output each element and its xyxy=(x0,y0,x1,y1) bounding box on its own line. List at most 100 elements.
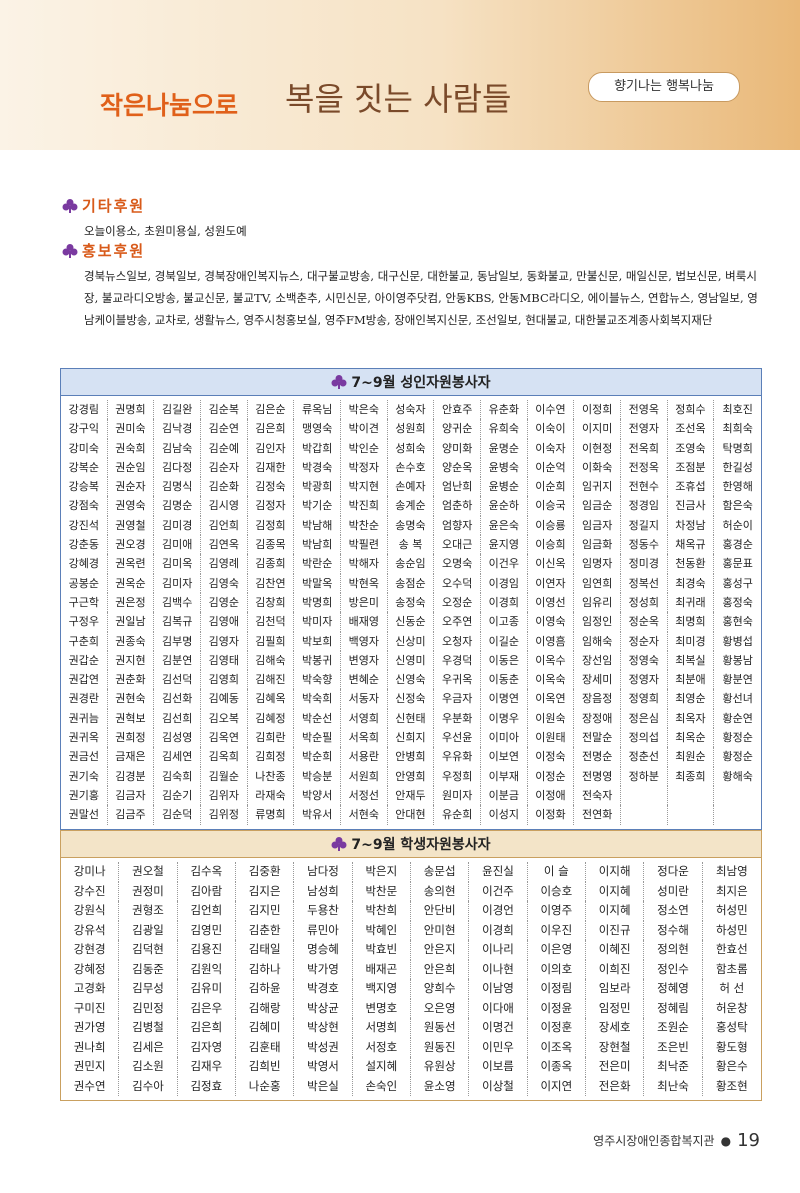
name-cell: 권정미 xyxy=(119,881,178,901)
name-cell: 유희숙 xyxy=(481,419,528,439)
name-cell: 이은영 xyxy=(528,940,586,960)
name-cell: 임정민 xyxy=(586,998,645,1018)
name-cell: 권옥련 xyxy=(108,554,155,574)
name-cell: 김소원 xyxy=(119,1057,178,1077)
name-cell: 안단비 xyxy=(411,901,470,921)
name-cell: 최경숙 xyxy=(668,573,715,593)
name-cell: 이희진 xyxy=(586,959,645,979)
name-cell: 손수호 xyxy=(388,457,435,478)
name-cell: 서영희 xyxy=(341,708,388,729)
name-cell: 권일남 xyxy=(108,612,155,632)
name-cell: 이남영 xyxy=(469,979,528,999)
name-cell: 안은희 xyxy=(411,959,470,979)
name-cell: 이지혜 xyxy=(586,881,645,901)
name-cell: 김선덕 xyxy=(154,670,201,690)
name-cell: 김낙경 xyxy=(154,419,201,439)
name-cell: 이정애 xyxy=(528,785,575,806)
name-cell: 정영희 xyxy=(621,689,668,709)
name-cell: 김월순 xyxy=(201,766,248,786)
name-cell: 김순자 xyxy=(201,457,248,478)
name-cell: 이동춘 xyxy=(481,670,528,690)
name-cell: 권수연 xyxy=(61,1076,120,1096)
name-cell: 권명희 xyxy=(108,400,155,420)
name-cell: 박양서 xyxy=(294,785,341,806)
name-cell: 장선임 xyxy=(574,650,621,671)
name-cell: 이우진 xyxy=(528,920,586,940)
name-cell: 전영옥 xyxy=(621,400,668,420)
name-cell: 김미경 xyxy=(154,515,201,536)
name-cell: 임금자 xyxy=(574,515,621,536)
name-cell: 김선화 xyxy=(154,689,201,709)
name-cell: 백영자 xyxy=(341,631,388,651)
name-cell: 김용진 xyxy=(178,940,236,960)
name-cell: 이미아 xyxy=(481,728,528,748)
name-cell: 김정숙 xyxy=(248,477,295,497)
name-cell: 정수해 xyxy=(644,920,703,940)
name-cell: 양미화 xyxy=(434,438,481,458)
name-cell: 이분금 xyxy=(481,785,528,806)
club-icon xyxy=(331,375,347,389)
table-title: 7~9월 성인자원봉사자 xyxy=(61,369,761,396)
name-cell: 이상철 xyxy=(469,1076,528,1096)
page-number: 19 xyxy=(737,1130,760,1151)
name-cell: 김예동 xyxy=(201,689,248,709)
name-cell: 박은지 xyxy=(353,862,411,882)
name-cell: 최호진 xyxy=(722,403,753,416)
name-cell: 김혜미 xyxy=(236,1018,295,1038)
name-cell: 한길성 xyxy=(722,460,753,474)
name-cell: 강유석 xyxy=(61,920,120,940)
name-cell: 최지은 xyxy=(715,883,748,898)
name-cell: 이승룡 xyxy=(528,515,575,536)
name-cell: 서용란 xyxy=(341,747,388,767)
name-cell: 송순임 xyxy=(388,554,435,574)
name-cell: 안재두 xyxy=(388,785,435,806)
name-cell: 박상현 xyxy=(294,1018,353,1038)
empty-cell xyxy=(714,786,761,805)
name-cell: 안영희 xyxy=(388,766,435,786)
empty-cell xyxy=(668,785,715,806)
name-cell: 정은심 xyxy=(621,708,668,729)
name-cell: 김지은 xyxy=(236,881,295,901)
name-cell: 송명숙 xyxy=(388,515,435,536)
name-cell: 이경언 xyxy=(469,901,528,921)
name-cell: 황순연 xyxy=(722,711,753,725)
name-cell: 김원익 xyxy=(178,959,236,979)
name-cell: 권혁보 xyxy=(108,708,155,729)
name-cell: 신영숙 xyxy=(388,670,435,690)
name-cell: 정의섭 xyxy=(621,728,668,748)
name-cell: 박성권 xyxy=(294,1037,353,1057)
name-cell: 강진석 xyxy=(61,515,108,536)
name-cell: 서옥희 xyxy=(341,728,388,748)
name-cell: 정길지 xyxy=(621,515,668,536)
name-cell: 임정인 xyxy=(574,612,621,632)
name-cell: 성미란 xyxy=(644,881,703,901)
name-cell: 이옥수 xyxy=(528,650,575,671)
name-cell: 이보름 xyxy=(469,1057,528,1077)
name-cell: 최희숙 xyxy=(722,422,753,436)
name-cell: 고경화 xyxy=(61,979,120,999)
name-cell: 오청자 xyxy=(434,631,481,651)
name-cell: 김성영 xyxy=(154,728,201,748)
name-cell: 전영자 xyxy=(621,419,668,439)
name-cell: 서정호 xyxy=(353,1037,411,1057)
name-cell: 김은순 xyxy=(248,400,295,420)
name-cell: 정영자 xyxy=(621,670,668,690)
section: 홍보후원 경북뉴스일보, 경북일보, 경북장애인복지뉴스, 대구불교방송, 대구신… xyxy=(62,240,762,331)
name-cell: 전명순 xyxy=(574,747,621,767)
name-cell: 박혜인 xyxy=(353,920,411,940)
name-cell: 장현철 xyxy=(586,1037,645,1057)
name-cell: 김창희 xyxy=(248,592,295,613)
name-cell: 황은수 xyxy=(715,1059,748,1073)
name-cell: 이순억 xyxy=(528,457,575,478)
name-cell: 최영순 xyxy=(668,689,715,709)
name-cell: 박은실 xyxy=(294,1076,353,1096)
name-cell: 장정애 xyxy=(574,708,621,729)
name-cell: 정영숙 xyxy=(621,650,668,671)
name-cell: 신정숙 xyxy=(388,689,435,709)
name-cell: 박말옥 xyxy=(294,573,341,593)
name-cell: 정희수 xyxy=(668,400,715,420)
name-cell: 신영미 xyxy=(388,650,435,671)
name-cell: 이정희 xyxy=(574,400,621,420)
name-cell: 강경림 xyxy=(61,400,108,420)
